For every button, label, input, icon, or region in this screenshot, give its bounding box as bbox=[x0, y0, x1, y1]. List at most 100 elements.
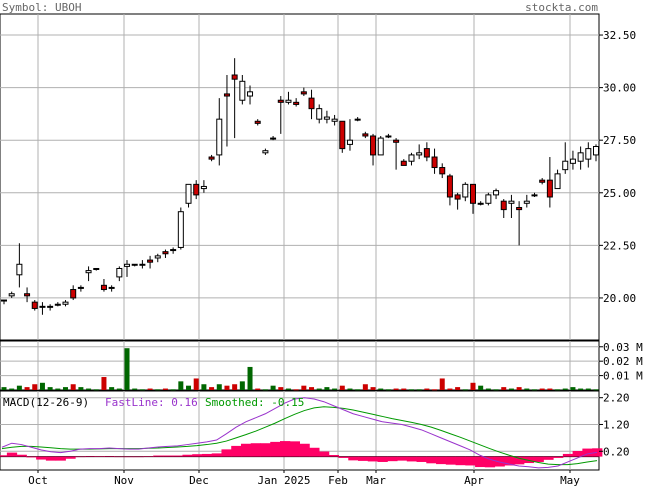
candle-body bbox=[154, 255, 161, 259]
macd-histogram-bar bbox=[65, 456, 76, 459]
macd-histogram-bar bbox=[572, 450, 583, 457]
volume-panel-frame bbox=[0, 340, 600, 391]
macd-histogram-bar bbox=[592, 448, 603, 457]
volume-bar bbox=[147, 388, 153, 390]
candle-body bbox=[593, 146, 599, 156]
candle-body bbox=[16, 263, 23, 276]
volume-bar bbox=[193, 378, 199, 390]
volume-bar bbox=[70, 384, 76, 390]
macd-histogram-bar bbox=[514, 456, 525, 465]
candle-body bbox=[62, 301, 69, 305]
macd-histogram-bar bbox=[562, 453, 574, 457]
candle-body bbox=[362, 133, 369, 137]
macd-histogram-bar bbox=[338, 456, 349, 458]
volume-bar bbox=[585, 388, 591, 390]
candle-body bbox=[554, 173, 561, 190]
candle-body bbox=[100, 284, 107, 291]
volume-bar bbox=[524, 388, 530, 390]
volume-bar bbox=[116, 388, 122, 390]
candle-body bbox=[124, 263, 131, 267]
volume-bar bbox=[501, 387, 507, 390]
macd-histogram-bar bbox=[211, 453, 222, 457]
candle-body bbox=[239, 80, 246, 101]
volume-bar bbox=[232, 384, 238, 390]
candle-body bbox=[531, 194, 538, 197]
volume-bar bbox=[201, 384, 207, 390]
candle-body bbox=[469, 183, 476, 204]
macd-histogram-bar bbox=[16, 454, 27, 457]
candle-body bbox=[70, 289, 77, 299]
macd-histogram-bar bbox=[104, 456, 115, 457]
price-tick-label: 30.00 bbox=[603, 82, 636, 95]
price-tick-label: 20.00 bbox=[603, 292, 636, 305]
macd-histogram-bar bbox=[0, 455, 8, 457]
price-tick-label: 27.50 bbox=[603, 134, 636, 147]
macd-histogram-bar bbox=[250, 443, 261, 457]
volume-grid bbox=[0, 341, 599, 390]
volume-bar bbox=[408, 389, 414, 391]
macd-histogram-bar bbox=[445, 456, 457, 465]
volume-bar bbox=[578, 388, 584, 390]
volume-bar bbox=[301, 385, 307, 390]
candle-body bbox=[454, 194, 461, 200]
volume-bar bbox=[416, 389, 422, 391]
candle-body bbox=[208, 156, 215, 160]
macd-histogram-bar bbox=[162, 455, 174, 457]
macd-histogram-bar bbox=[533, 456, 544, 462]
macd-tick-label: 0.20 bbox=[603, 445, 630, 458]
candle-body bbox=[247, 91, 254, 97]
candle-body bbox=[416, 152, 423, 156]
volume-bar bbox=[47, 387, 53, 390]
volume-bar bbox=[385, 389, 391, 391]
macd-histogram-bar bbox=[45, 456, 57, 461]
macd-histogram-bar bbox=[484, 456, 496, 468]
macd-histogram-bar bbox=[75, 456, 86, 458]
candle-body bbox=[223, 93, 230, 97]
macd-smoothed-label: Smoothed: -0.15 bbox=[205, 396, 304, 409]
volume-bar bbox=[470, 382, 476, 390]
x-tick-label: Oct bbox=[28, 474, 48, 486]
candle-body bbox=[193, 183, 200, 196]
volume-tick-label: 0.01 M bbox=[603, 370, 643, 383]
macd-histogram-bar bbox=[377, 456, 388, 462]
volume-bar bbox=[439, 378, 445, 390]
macd-tick-label: 1.20 bbox=[603, 418, 630, 431]
macd-title: MACD(12-26-9) bbox=[3, 396, 89, 409]
volume-bar bbox=[216, 384, 222, 390]
macd-fastline-label: FastLine: 0.16 bbox=[105, 396, 198, 409]
volume-bar bbox=[139, 389, 145, 391]
volume-bar bbox=[516, 387, 522, 390]
volume-bar bbox=[362, 384, 368, 390]
volume-bar bbox=[24, 387, 30, 390]
volume-bar bbox=[478, 385, 484, 390]
candle-body bbox=[431, 156, 438, 169]
candle-body bbox=[308, 97, 315, 110]
macd-histogram-bar bbox=[153, 455, 164, 457]
site-label: stockta.com bbox=[525, 1, 598, 14]
price-panel-frame bbox=[0, 13, 600, 341]
macd-histogram-bar bbox=[55, 456, 66, 461]
volume-bar bbox=[1, 387, 7, 390]
volume-bar bbox=[462, 389, 468, 391]
candle-body bbox=[377, 137, 384, 156]
macd-histogram-bar bbox=[36, 456, 47, 460]
volume-bar bbox=[531, 389, 537, 391]
volume-tick-label: 0.03 M bbox=[603, 341, 643, 354]
macd-histogram-bar bbox=[387, 456, 398, 462]
volume-bar bbox=[132, 388, 138, 390]
volume-bar bbox=[555, 389, 561, 391]
x-axis: Oct Nov Dec Jan 2025 Feb Mar Apr May bbox=[28, 470, 580, 486]
price-tick-label: 25.00 bbox=[603, 187, 636, 200]
candle-body bbox=[462, 183, 469, 198]
volume-bar bbox=[493, 389, 499, 391]
candle-body bbox=[508, 200, 515, 204]
volume-bar bbox=[508, 388, 514, 390]
macd-histogram-bar bbox=[231, 445, 242, 457]
price-panel: 32.50 30.00 27.50 25.00 22.50 20.00 bbox=[0, 13, 636, 341]
volume-bars bbox=[1, 348, 599, 391]
volume-bar bbox=[285, 388, 291, 390]
macd-histogram-bar bbox=[523, 456, 535, 464]
candle-body bbox=[285, 99, 292, 103]
volume-bar bbox=[39, 382, 45, 390]
volume-bar bbox=[278, 387, 284, 390]
